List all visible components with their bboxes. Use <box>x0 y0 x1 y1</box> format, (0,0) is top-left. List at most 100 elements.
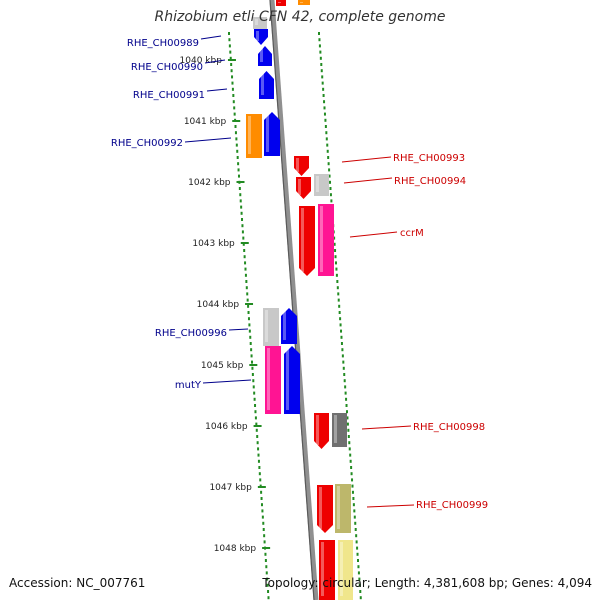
track-dot <box>258 466 261 469</box>
gene-label: RHE_CH00989 <box>127 38 199 49</box>
track-dot <box>230 63 233 66</box>
track-dot <box>233 106 236 110</box>
track-dot <box>241 218 244 221</box>
gene-label: RHE_CH00994 <box>394 176 466 187</box>
track-dot <box>353 515 356 519</box>
gene-feature-highlight <box>261 73 264 95</box>
gene-label: ccrM <box>400 228 424 239</box>
gene-feature <box>314 174 329 196</box>
track-dot <box>344 385 347 389</box>
gene-feature-highlight <box>256 31 259 41</box>
track-dot <box>249 335 252 339</box>
gene-feature <box>263 308 279 346</box>
track-dot <box>244 261 247 265</box>
track-dot <box>236 156 239 159</box>
track-dot <box>232 100 235 104</box>
track-dot <box>345 410 348 414</box>
gene-feature-highlight <box>283 310 286 340</box>
gene-feature <box>317 485 333 533</box>
gene-label: RHE_CH00998 <box>413 422 485 433</box>
track-dot <box>264 552 267 556</box>
track-dot <box>257 447 260 451</box>
gene-feature <box>298 0 310 5</box>
track-dot <box>240 205 243 209</box>
gene-feature-highlight <box>265 310 268 342</box>
gene-feature-highlight <box>321 542 324 596</box>
tick-label: 1041 kbp <box>184 117 227 127</box>
track-dot <box>249 342 252 345</box>
track-dot <box>325 131 328 135</box>
label-leader <box>206 88 228 92</box>
track-dot <box>265 565 268 569</box>
track-dot <box>320 63 323 66</box>
track-dot <box>231 75 234 79</box>
track-dot <box>347 435 350 438</box>
track-dot <box>349 459 352 463</box>
track-dot <box>261 515 264 519</box>
track-dot <box>359 596 362 600</box>
track-dot <box>327 156 330 159</box>
axis-edge <box>269 0 315 600</box>
track-dot <box>335 273 338 277</box>
track-dot <box>334 249 337 252</box>
track-dot <box>358 577 361 581</box>
gene-feature-highlight <box>296 158 299 172</box>
track-dot <box>235 137 238 141</box>
track-dot <box>327 162 330 166</box>
kbp-ticks: 1040 kbp 1041 kbp 1042 kbp 1043 kbp 1044 kbp… <box>180 56 271 554</box>
gene-feature <box>246 114 262 158</box>
track-dot <box>355 540 358 544</box>
track-dot <box>357 571 360 575</box>
track-dot <box>357 565 360 569</box>
track-dot <box>321 81 324 85</box>
track-dot <box>323 112 326 116</box>
track-dot <box>237 168 240 172</box>
track-dot <box>344 391 347 395</box>
tick-label: 1040 kbp <box>180 56 223 66</box>
track-dot <box>328 174 331 178</box>
gene-feature-highlight <box>267 348 270 410</box>
gene-feature-highlight <box>320 206 323 272</box>
track-dot <box>252 385 255 389</box>
track-dot <box>342 360 345 364</box>
track-dot <box>258 472 261 476</box>
track-dot <box>356 559 359 562</box>
track-dot <box>348 441 351 445</box>
track-dot <box>256 441 259 445</box>
genome-axis <box>269 0 319 600</box>
track-dot <box>322 87 325 91</box>
track-dot <box>345 404 348 407</box>
track-dot <box>351 490 354 494</box>
track-dot <box>246 298 249 302</box>
gene-feature-highlight <box>316 415 319 445</box>
track-dot <box>250 354 253 358</box>
gene-feature <box>314 413 329 449</box>
track-dot <box>264 559 267 562</box>
label-leader <box>184 137 232 143</box>
accession-text: Accession: NC_007761 <box>9 576 146 590</box>
track-dot <box>320 69 323 73</box>
track-dot <box>251 360 254 364</box>
track-dot <box>261 509 264 513</box>
gene-feature-highlight <box>316 176 319 192</box>
track-dot <box>260 497 263 500</box>
track-dot <box>329 180 332 184</box>
gene-feature <box>276 0 286 6</box>
track-dot <box>340 342 343 345</box>
track-dot <box>321 75 324 79</box>
label-leader <box>349 231 398 238</box>
track-dot <box>248 323 251 327</box>
track-dot <box>237 162 240 166</box>
gene-feature <box>259 71 274 99</box>
track-dot <box>326 149 329 153</box>
track-dot <box>318 32 320 35</box>
gene-feature <box>335 484 351 533</box>
track-dot <box>353 509 356 513</box>
track-dot <box>267 596 270 600</box>
track-dot <box>336 280 339 283</box>
tick-label: 1047 kbp <box>209 483 252 493</box>
track-dot <box>340 329 343 333</box>
track-dot <box>233 112 236 116</box>
track-dot <box>263 540 266 544</box>
gene-feature <box>258 46 272 66</box>
